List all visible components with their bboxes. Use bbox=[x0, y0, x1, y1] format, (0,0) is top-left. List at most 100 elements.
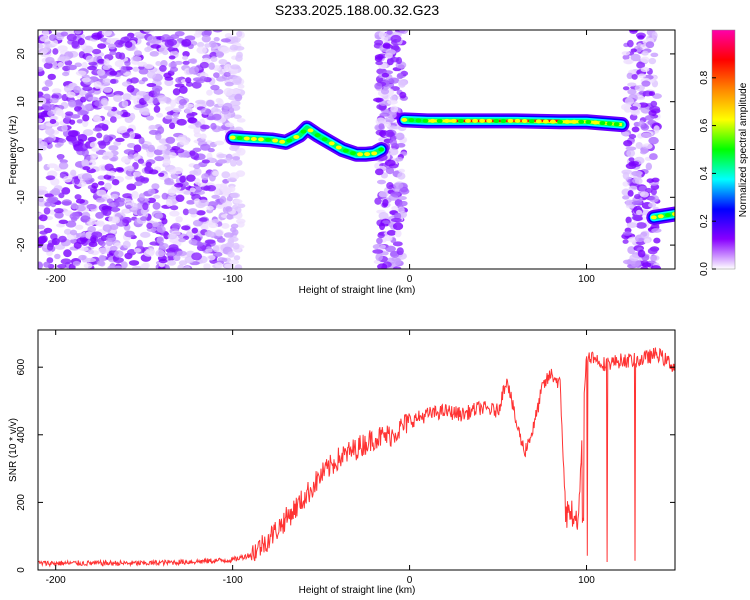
noise-blob bbox=[643, 238, 651, 244]
ridge-blob bbox=[229, 135, 236, 140]
noise-blob bbox=[382, 198, 389, 207]
noise-blob bbox=[181, 55, 189, 60]
noise-blob bbox=[637, 249, 646, 258]
noise-blob bbox=[224, 263, 233, 269]
noise-blob bbox=[120, 261, 128, 269]
x-tick-label: -200 bbox=[46, 575, 66, 586]
noise-blob bbox=[223, 64, 233, 72]
noise-blob bbox=[641, 80, 651, 87]
noise-blob bbox=[136, 239, 143, 248]
noise-blob bbox=[224, 122, 234, 128]
noise-blob bbox=[114, 39, 125, 48]
noise-blob bbox=[122, 216, 132, 224]
noise-blob bbox=[640, 124, 650, 131]
noise-blob bbox=[47, 110, 54, 117]
noise-blob bbox=[397, 79, 408, 86]
noise-blob bbox=[91, 182, 99, 189]
noise-blob bbox=[38, 118, 43, 123]
noise-blob bbox=[384, 121, 391, 128]
noise-blob bbox=[164, 76, 174, 81]
x-tick-label: 100 bbox=[578, 274, 595, 285]
noise-blob bbox=[97, 43, 107, 49]
ridge-blob bbox=[307, 128, 314, 133]
ridge-blob bbox=[243, 136, 250, 141]
ridge-blob bbox=[542, 119, 549, 124]
noise-blob bbox=[641, 50, 649, 56]
noise-blob bbox=[116, 167, 125, 173]
noise-blob bbox=[237, 221, 245, 228]
noise-blob bbox=[63, 228, 72, 235]
ridge-blob bbox=[464, 118, 471, 123]
noise-blob bbox=[635, 95, 645, 101]
noise-blob bbox=[38, 91, 44, 97]
noise-blob bbox=[216, 237, 226, 243]
noise-blob bbox=[38, 261, 44, 269]
noise-blob bbox=[390, 105, 399, 113]
noise-blob bbox=[625, 216, 632, 224]
noise-blob bbox=[74, 30, 82, 35]
noise-blob bbox=[87, 65, 98, 71]
noise-blob bbox=[630, 53, 641, 62]
noise-blob bbox=[213, 36, 220, 42]
noise-blob bbox=[102, 209, 112, 217]
noise-blob bbox=[124, 230, 135, 238]
noise-blob bbox=[181, 38, 192, 47]
noise-blob bbox=[640, 56, 650, 63]
noise-blob bbox=[199, 76, 207, 81]
noise-blob bbox=[394, 257, 402, 266]
noise-blob bbox=[127, 154, 135, 160]
noise-blob bbox=[393, 212, 402, 220]
noise-blob bbox=[138, 68, 149, 75]
noise-blob bbox=[176, 118, 187, 126]
noise-blob bbox=[49, 104, 56, 110]
noise-blob bbox=[215, 51, 224, 58]
noise-blob bbox=[221, 171, 231, 179]
ridge-blob bbox=[236, 136, 243, 141]
noise-blob bbox=[71, 40, 80, 49]
noise-blob bbox=[52, 48, 59, 55]
noise-blob bbox=[222, 187, 232, 195]
noise-blob bbox=[167, 260, 177, 266]
x-tick-label: -100 bbox=[223, 575, 243, 586]
noise-blob bbox=[85, 55, 94, 63]
noise-blob bbox=[137, 158, 145, 164]
noise-blob bbox=[99, 241, 106, 247]
noise-blob bbox=[620, 103, 632, 111]
noise-blob bbox=[174, 182, 184, 188]
snr-y-label: SNR (10 * v/v) bbox=[8, 418, 19, 482]
noise-blob bbox=[210, 84, 220, 91]
noise-blob bbox=[82, 114, 90, 122]
ridge-blob bbox=[364, 152, 371, 157]
ridge-blob bbox=[422, 118, 429, 123]
noise-blob bbox=[627, 190, 634, 197]
noise-blob bbox=[116, 127, 128, 134]
noise-blob bbox=[188, 238, 198, 245]
noise-blob bbox=[123, 149, 135, 155]
noise-blob bbox=[155, 132, 162, 141]
noise-blob bbox=[205, 108, 212, 115]
noise-blob bbox=[72, 260, 81, 267]
noise-blob bbox=[157, 144, 168, 151]
ridge-blob bbox=[493, 118, 500, 123]
noise-blob bbox=[653, 237, 661, 244]
noise-blob bbox=[155, 60, 162, 67]
noise-blob bbox=[121, 100, 129, 108]
noise-blob bbox=[384, 236, 393, 242]
noise-blob bbox=[46, 243, 54, 251]
noise-blob bbox=[61, 124, 68, 132]
noise-blob bbox=[631, 200, 643, 206]
ridge-blob bbox=[578, 119, 585, 124]
noise-blob bbox=[70, 169, 77, 176]
noise-blob bbox=[124, 41, 133, 48]
noise-blob bbox=[41, 102, 52, 110]
noise-blob bbox=[201, 222, 209, 229]
noise-blob bbox=[195, 99, 206, 105]
ridge-blob bbox=[349, 151, 356, 156]
noise-blob bbox=[86, 203, 97, 210]
ridge-blob bbox=[664, 213, 671, 218]
noise-blob bbox=[178, 260, 188, 266]
noise-blob bbox=[126, 183, 137, 191]
noise-blob bbox=[398, 168, 406, 173]
noise-blob bbox=[648, 202, 657, 208]
